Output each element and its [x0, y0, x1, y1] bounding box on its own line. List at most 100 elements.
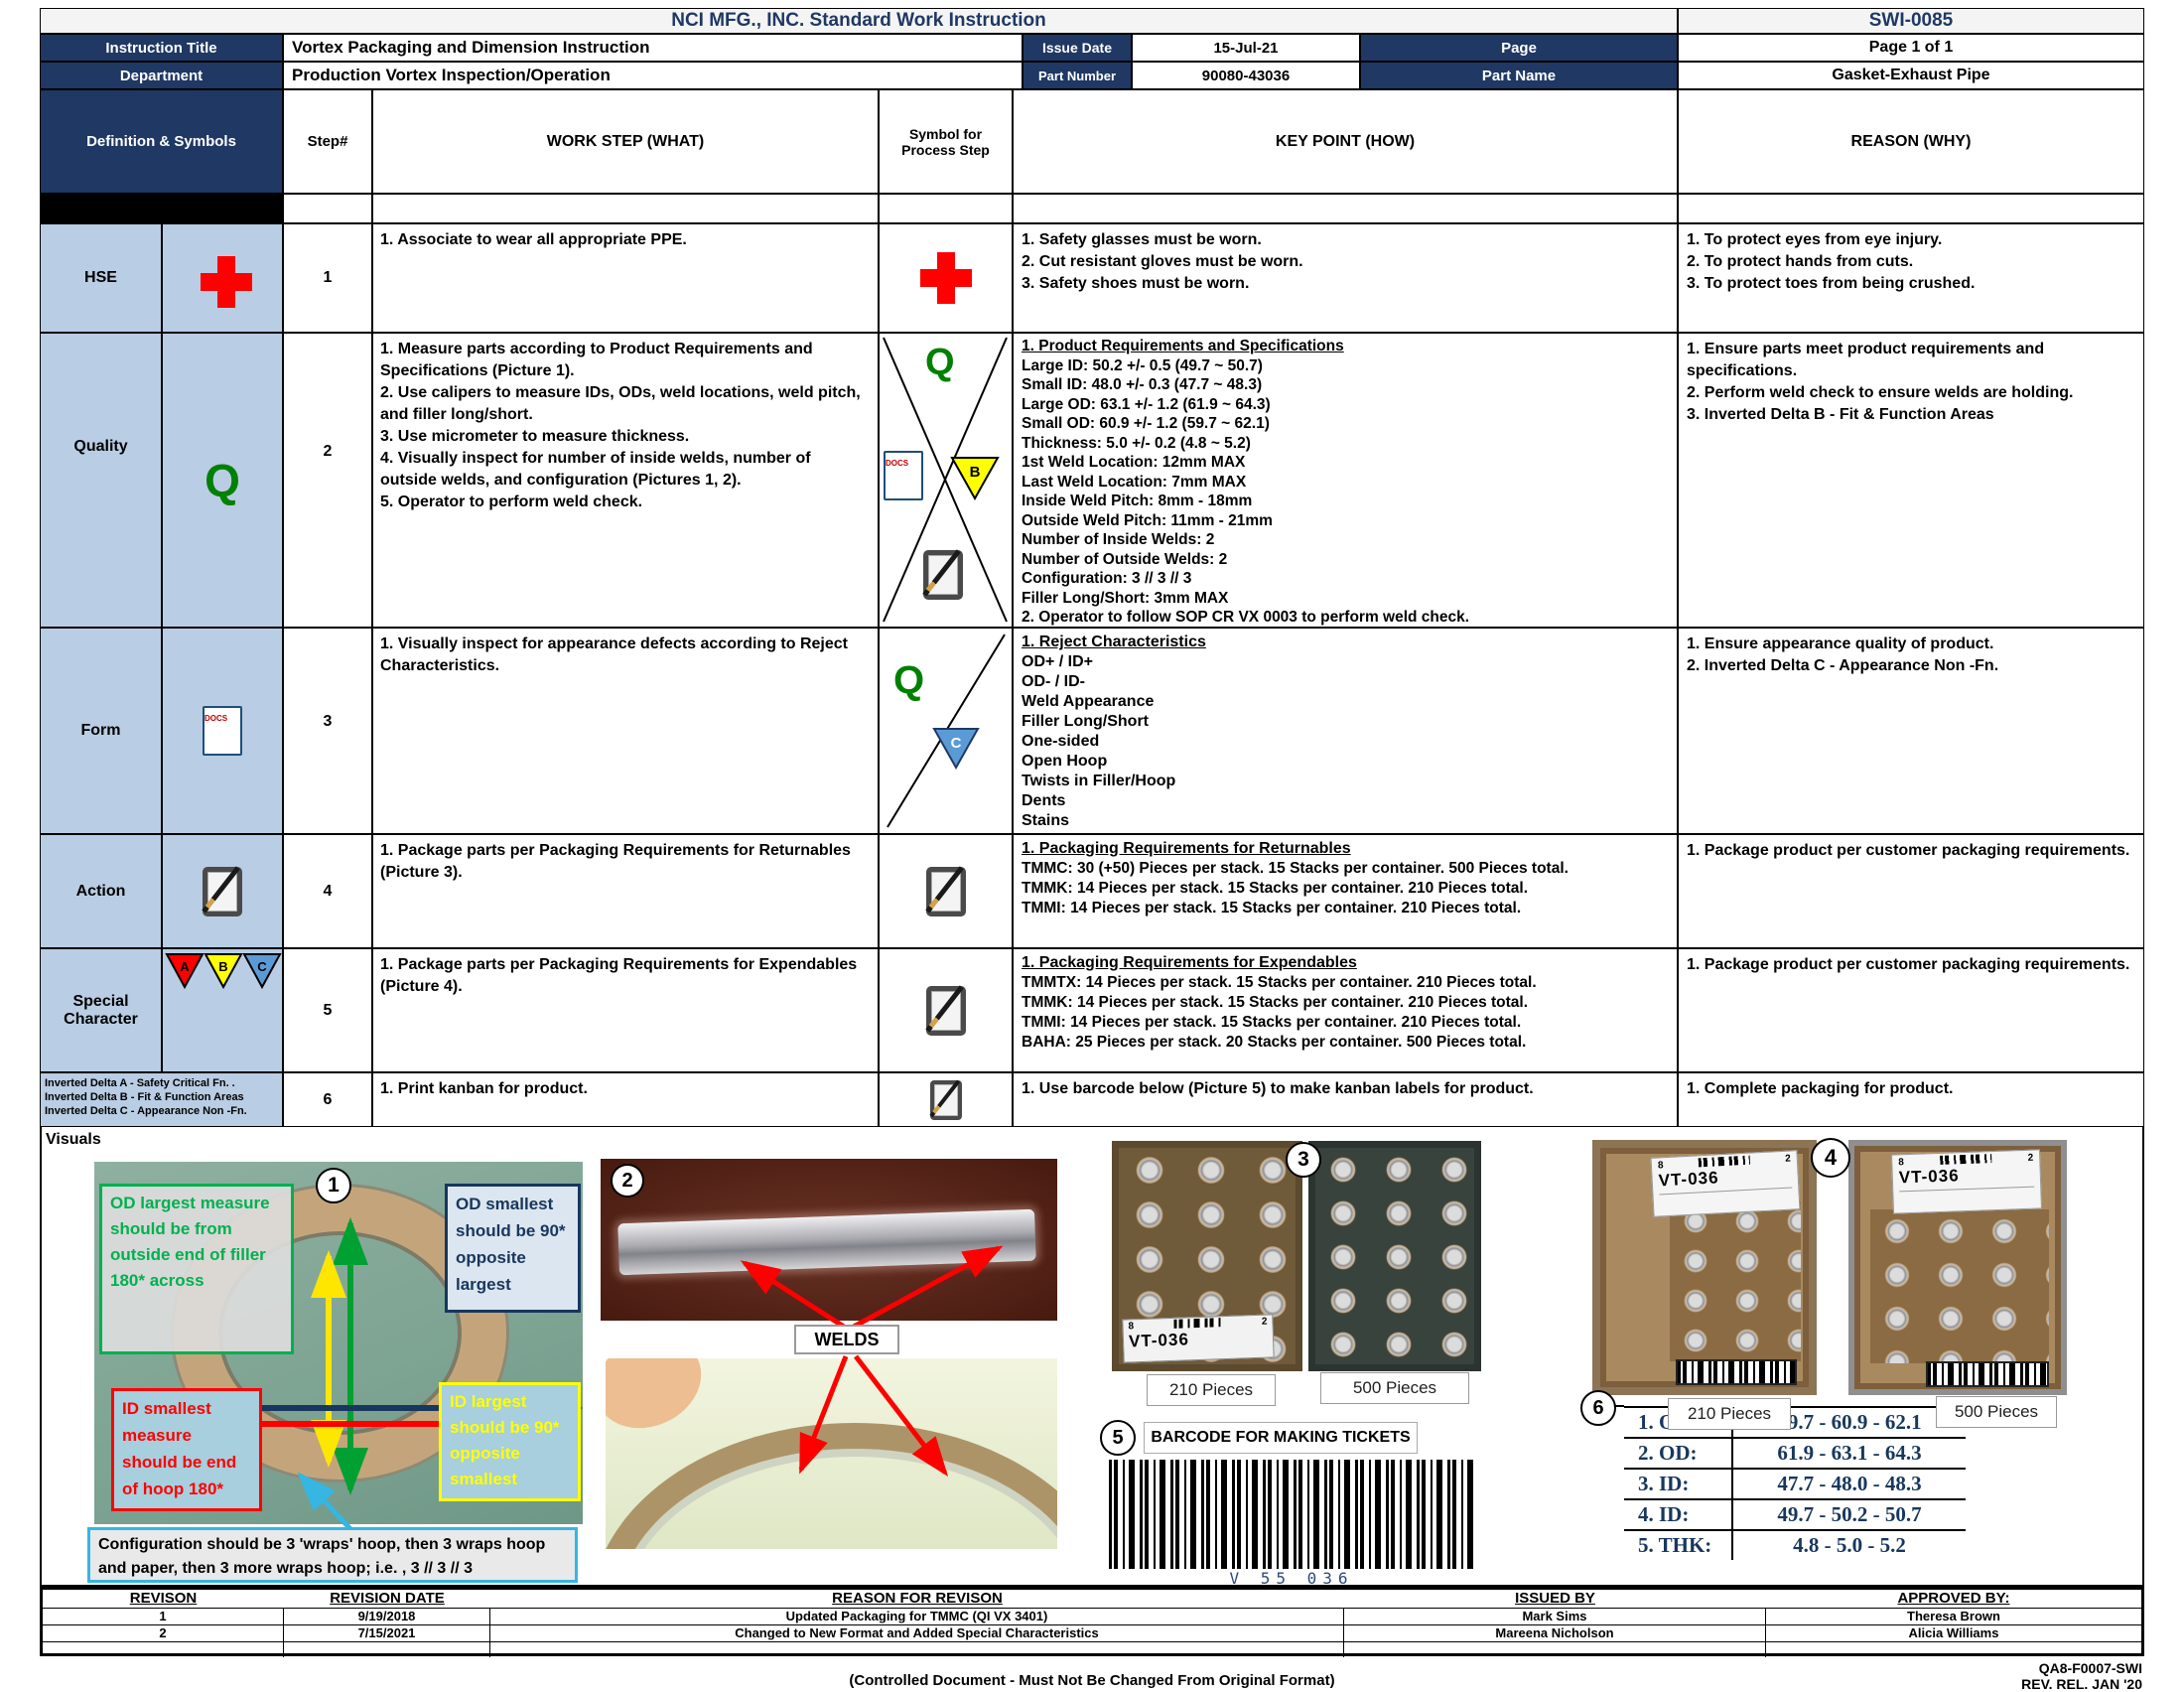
spacer-reason: [1678, 194, 2144, 223]
revision-col-header: REVISION DATE: [330, 1590, 445, 1607]
count-500: 500 Pieces: [1352, 1378, 1437, 1397]
barcode-text: V 55 036: [1229, 1569, 1354, 1588]
red-cross-icon: [919, 252, 972, 304]
step4-keypoint-cell: 1. Packaging Requirements for Returnable…: [1013, 834, 1678, 948]
step3-keypoint-lines: OD+ / ID+ OD- / ID- Weld Appearance Fill…: [1022, 653, 1176, 829]
instruction-title-label: Instruction Title: [40, 34, 283, 62]
step3-number: 3: [283, 628, 372, 834]
box-contents: [1670, 1201, 1801, 1361]
picture3-left-photo: 8 2 VT-036: [1112, 1141, 1302, 1371]
revision-approved: Theresa Brown: [1907, 1609, 2000, 1623]
od-largest-callout: OD largest measure should be from outsid…: [99, 1184, 294, 1354]
dim-row: 3. ID: 47.7 - 48.0 - 48.3: [1624, 1470, 1966, 1500]
svg-text:B: B: [970, 464, 981, 481]
category-hse-label: HSE: [40, 223, 162, 333]
inverted-delta-b-icon: B: [950, 457, 1000, 501]
part-name-label: Part Name: [1360, 62, 1678, 89]
clipboard-pencil-icon: [923, 550, 963, 600]
step3-symbol-cell: Q C: [879, 628, 1013, 834]
revision-header-row: REVISON REVISION DATE REASON FOR REVISON…: [43, 1590, 2141, 1609]
callout-1: 1: [316, 1168, 351, 1203]
bin-tag: 8 2 VT-036: [1122, 1314, 1275, 1363]
category-action-symbol-cell: [162, 834, 283, 948]
step3-reason: 1. Ensure appearance quality of product.…: [1678, 628, 2144, 834]
revision-num: 1: [43, 1609, 284, 1624]
box-tag-left-num: 8: [1657, 1160, 1664, 1172]
revision-approved: Alicia Williams: [1908, 1625, 1999, 1640]
category-quality-symbol-cell: Q: [162, 333, 283, 628]
step5-keypoint-cell: 1. Packaging Requirements for Expendable…: [1013, 948, 1678, 1072]
picture4-left-count: 210 Pieces: [1668, 1398, 1791, 1430]
category-action-label: Action: [40, 834, 162, 948]
quality-q-icon: Q: [205, 454, 240, 506]
svg-text:C: C: [257, 959, 267, 974]
revision-issued: Mark Sims: [1344, 1609, 1766, 1624]
revision-num: 2: [43, 1625, 284, 1641]
box-barcode-strip: [1926, 1361, 2049, 1387]
inverted-delta-c-icon: C: [932, 728, 980, 771]
dim-label: 3. ID:: [1624, 1470, 1733, 1498]
dim-value: 4.8 - 5.0 - 5.2: [1793, 1533, 1906, 1557]
barcode-title: BARCODE FOR MAKING TICKETS: [1151, 1429, 1411, 1446]
category-form-label: Form: [40, 628, 162, 834]
box-tag: 8 2 VT-036: [1650, 1150, 1801, 1217]
page-label: Page: [1360, 34, 1678, 62]
step4-reason: 1. Package product per customer packagin…: [1678, 834, 2144, 948]
revision-col-header: APPROVED BY:: [1897, 1590, 2010, 1607]
document-title: NCI MFG., INC. Standard Work Instruction: [671, 10, 1046, 31]
issue-date-value: 15-Jul-21: [1132, 34, 1360, 62]
step5-keypoint-lines: TMMTX: 14 Pieces per stack. 15 Stacks pe…: [1022, 974, 1537, 1051]
dim-row: 5. THK: 4.8 - 5.0 - 5.2: [1624, 1531, 1966, 1560]
picture4-right-photo: 8 2 VT-036: [1848, 1140, 2067, 1395]
delta-definitions-cell: Inverted Delta A - Safety Critical Fn. .…: [40, 1072, 283, 1127]
page-value: Page 1 of 1: [1678, 34, 2144, 62]
callout-2: 2: [611, 1164, 644, 1198]
revision-reason: Changed to New Format and Added Special …: [490, 1625, 1344, 1641]
revision-empty-row: [43, 1642, 2141, 1657]
revision-reason: Updated Packaging for TMMC (QI VX 3401): [490, 1609, 1344, 1624]
category-special-label: Special Character: [40, 948, 162, 1072]
picture3-left-count: 210 Pieces: [1147, 1374, 1276, 1406]
col-header-step: Step#: [283, 89, 372, 194]
callout-6: 6: [1580, 1390, 1616, 1426]
definition-divider-bar: [40, 194, 283, 223]
box-contents: [1870, 1209, 2049, 1363]
col-header-definition: Definition & Symbols: [40, 89, 283, 194]
issue-date-label: Issue Date: [1023, 34, 1132, 62]
step3-keypoint-cell: 1. Reject Characteristics OD+ / ID+ OD- …: [1013, 628, 1678, 834]
spacer-key: [1013, 194, 1678, 223]
od-smallest-callout: OD smallest should be 90* opposite large…: [445, 1184, 581, 1313]
category-hse-symbol-cell: [162, 223, 283, 333]
dim-value: 49.7 - 50.2 - 50.7: [1777, 1502, 1922, 1526]
revision-table: REVISON REVISION DATE REASON FOR REVISON…: [40, 1587, 2144, 1657]
configuration-note: Configuration should be 3 'wraps' hoop, …: [87, 1527, 578, 1583]
step5-number: 5: [283, 948, 372, 1072]
step6-reason: 1. Complete packaging for product.: [1678, 1072, 2144, 1127]
step2-keypoint-lines: Large ID: 50.2 +/- 0.5 (49.7 ~ 50.7) Sma…: [1022, 356, 1470, 627]
picture3-right-photo: [1308, 1141, 1481, 1371]
step5-keypoint-heading: 1. Packaging Requirements for Expendable…: [1022, 954, 1357, 971]
revision-issued: Mareena Nicholson: [1344, 1625, 1766, 1641]
configuration-pointer-arrow: [297, 1472, 354, 1533]
barcode-title-box: BARCODE FOR MAKING TICKETS: [1144, 1422, 1418, 1454]
step6-keypoint: 1. Use barcode below (Picture 5) to make…: [1013, 1072, 1678, 1127]
category-form-symbol-cell: DOCS: [162, 628, 283, 834]
delta-definitions: Inverted Delta A - Safety Critical Fn. .…: [45, 1077, 247, 1117]
revision-col-header: ISSUED BY: [1515, 1590, 1595, 1607]
picture4-right-count: 500 Pieces: [1936, 1396, 2057, 1428]
clipboard-pencil-icon: [925, 866, 966, 916]
dim-label: 2. OD:: [1624, 1439, 1733, 1468]
step2-keypoint-heading: 1. Product Requirements and Specificatio…: [1022, 338, 1344, 354]
col-header-symbol: Symbol for Process Step: [879, 89, 1013, 194]
callout-4: 4: [1811, 1138, 1850, 1178]
revision-row: 2 7/15/2021 Changed to New Format and Ad…: [43, 1625, 2141, 1642]
svg-text:A: A: [180, 959, 190, 974]
box-tag-left-num: 8: [1898, 1157, 1905, 1169]
step1-keypoint: 1. Safety glasses must be worn. 2. Cut r…: [1013, 223, 1678, 333]
doc-number-cell: SWI-0085: [1678, 8, 2144, 34]
step3-keypoint-heading: 1. Reject Characteristics: [1022, 634, 1206, 650]
red-cross-icon: [201, 256, 252, 308]
bin-tag-part: VT-036: [1128, 1330, 1190, 1351]
inverted-delta-b-icon: B: [204, 953, 243, 990]
dim-value: 47.7 - 48.0 - 48.3: [1777, 1472, 1922, 1495]
